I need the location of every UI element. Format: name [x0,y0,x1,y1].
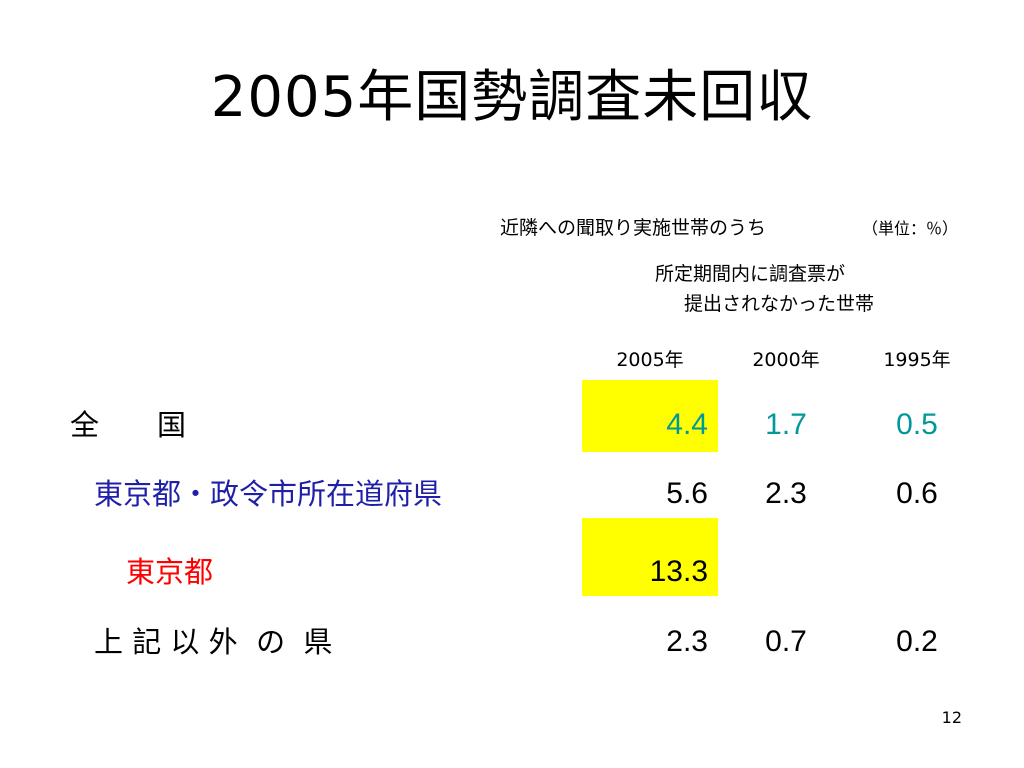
value-other-2000: 0.7 [765,625,807,658]
description-line-1: 所定期間内に調査票が [655,263,846,285]
column-header-2005: 2005年 [616,349,684,371]
description-line-2: 提出されなかった世帯 [684,293,875,315]
highlight-cell-national [582,380,718,452]
row-label-designated-prefectures: 東京都・政令市所在道府県 [94,477,443,511]
row-label-other-prefectures: 上 記 以 外 の 県 [94,625,333,659]
slide-title: 2005年国勢調査未回収 [210,65,814,130]
value-other-2005: 2.3 [666,625,708,658]
value-tokyo-2005: 13.3 [649,555,708,588]
value-national-1995: 0.5 [896,408,938,441]
value-designated-2005: 5.6 [666,477,708,510]
highlight-cell-tokyo [582,518,718,596]
value-national-2005: 4.4 [666,408,708,441]
row-label-tokyo: 東京都 [126,555,214,589]
value-other-1995: 0.2 [896,625,938,658]
row-label-national: 全 国 [70,408,187,442]
page-number: 12 [941,708,962,727]
value-designated-2000: 2.3 [765,477,807,510]
value-national-2000: 1.7 [765,408,807,441]
value-designated-1995: 0.6 [896,477,938,510]
unit-label: （単位：％） [862,219,959,238]
column-header-1995: 1995年 [883,349,951,371]
table-subtitle: 近隣への聞取り実施世帯のうち [500,217,767,239]
column-header-2000: 2000年 [752,349,820,371]
